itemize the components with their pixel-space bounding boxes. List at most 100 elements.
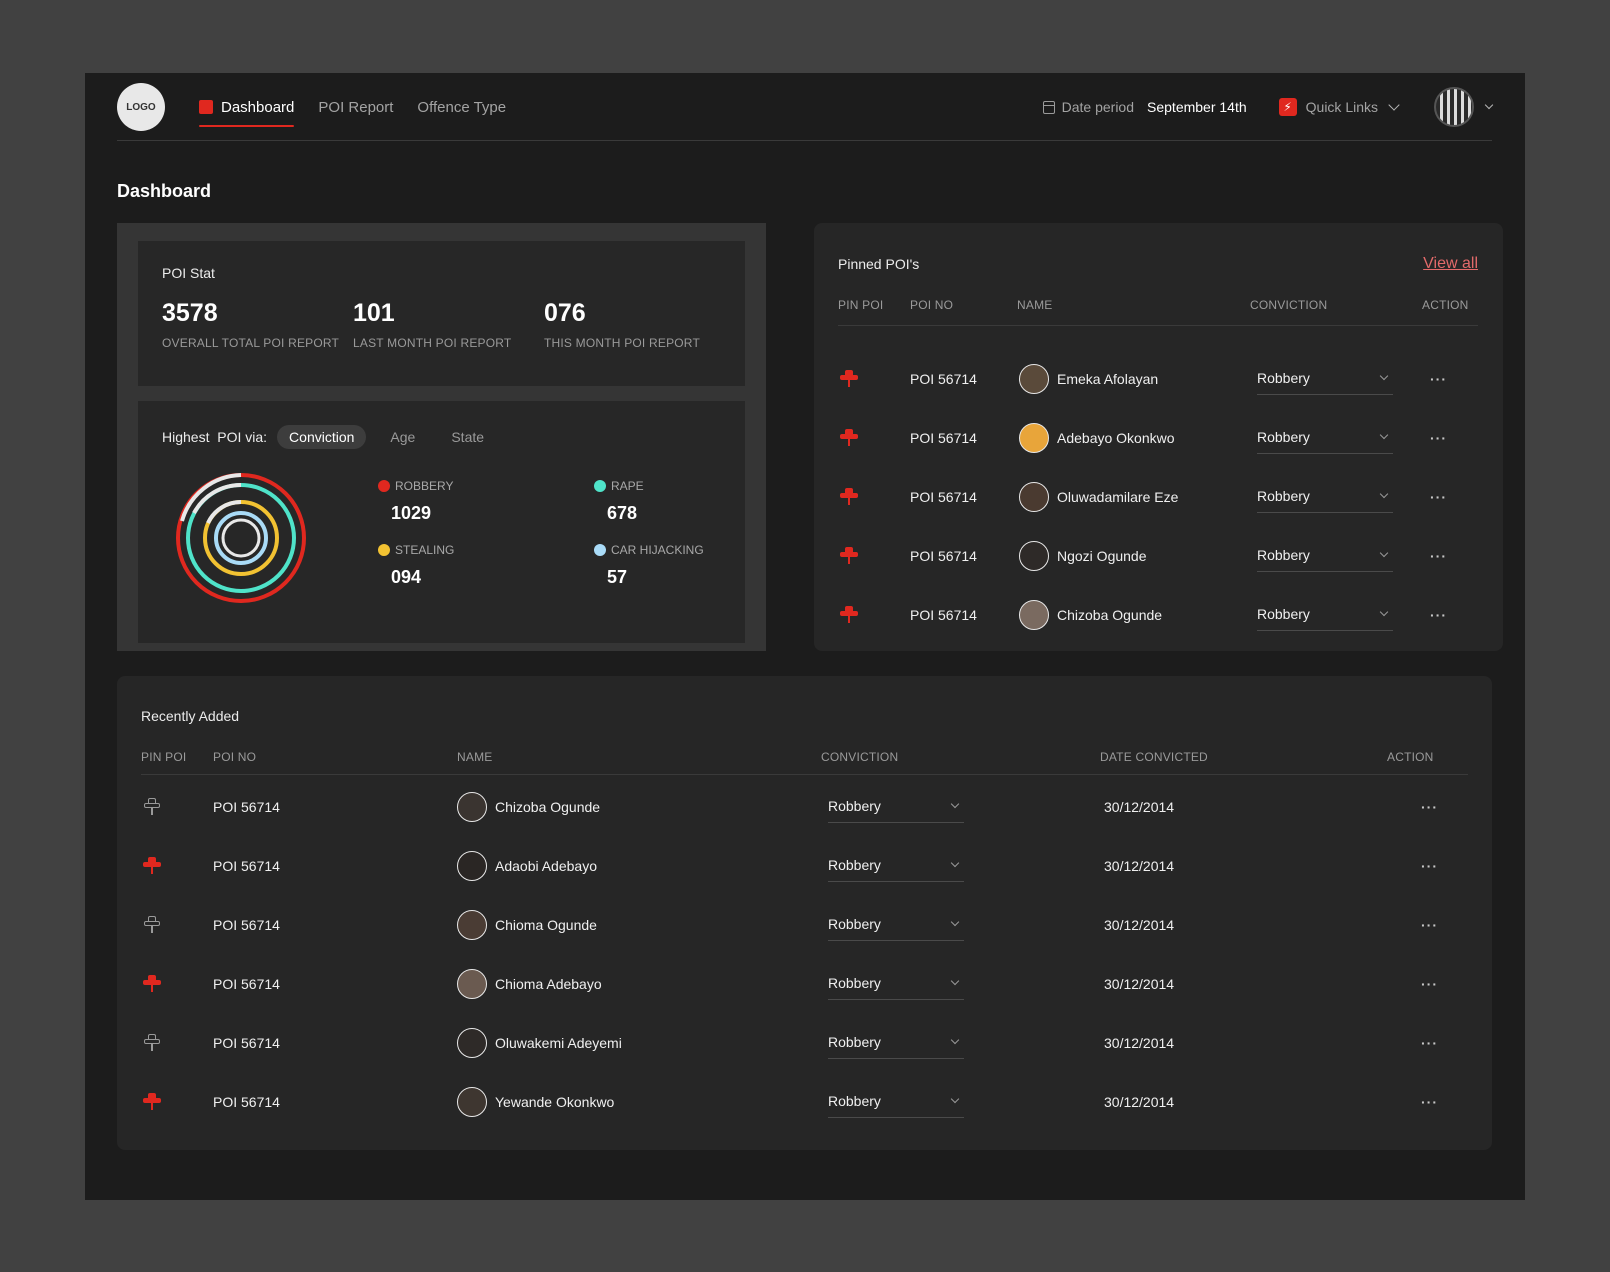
date-cell: 30/12/2014 xyxy=(1104,1093,1175,1110)
poi-name: Chioma Ogunde xyxy=(495,916,597,933)
page-title: Dashboard xyxy=(117,181,212,201)
date-period-label: Date period xyxy=(1061,99,1135,115)
filter-age[interactable]: Age xyxy=(390,429,416,445)
user-avatar[interactable] xyxy=(1434,87,1474,127)
more-icon[interactable]: ··· xyxy=(1421,916,1438,933)
table-row: POI 56714 Yewande Okonkwo Robbery 30/12/201… xyxy=(117,1072,1492,1131)
conviction-cell: Robbery xyxy=(828,1013,964,1072)
highest-poi-card: Highest POI via: Conviction Age State RO… xyxy=(138,401,745,643)
name-cell: Chizoba Ogunde xyxy=(457,777,600,836)
date-period-value[interactable]: September 14th xyxy=(1147,99,1247,115)
pinned-poi-panel: Pinned POI's View all PIN POI POI NO NAM… xyxy=(814,223,1503,651)
center-ring xyxy=(221,518,261,558)
more-icon[interactable]: ··· xyxy=(1430,547,1447,564)
pin-cell xyxy=(143,836,161,895)
chevron-down-icon xyxy=(1379,371,1389,380)
more-icon[interactable]: ··· xyxy=(1421,857,1438,874)
nav-dashboard-label: Dashboard xyxy=(221,98,295,116)
pinned-icon[interactable] xyxy=(143,856,161,875)
pin-cell xyxy=(840,467,858,526)
col-action: ACTION xyxy=(1422,298,1469,312)
chevron-down-icon[interactable] xyxy=(1388,98,1400,111)
quick-links-button[interactable]: Quick Links xyxy=(1305,99,1378,115)
more-icon[interactable]: ··· xyxy=(1430,606,1447,623)
avatar xyxy=(457,968,487,999)
filter-conviction[interactable]: Conviction xyxy=(277,425,367,449)
nav-dashboard[interactable]: Dashboard xyxy=(199,73,295,141)
pin-icon[interactable] xyxy=(143,797,161,816)
more-icon[interactable]: ··· xyxy=(1421,1034,1438,1051)
avatar xyxy=(1019,422,1049,453)
pinned-icon[interactable] xyxy=(840,369,858,388)
more-icon[interactable]: ··· xyxy=(1421,1093,1438,1110)
name-cell: Chioma Adebayo xyxy=(457,954,602,1013)
chevron-down-icon[interactable] xyxy=(1484,100,1494,109)
avatar xyxy=(1019,599,1049,630)
pinned-icon[interactable] xyxy=(840,487,858,506)
action-cell: ··· xyxy=(1421,954,1438,1013)
pinned-icon[interactable] xyxy=(840,605,858,624)
poi-no-cell: POI 56714 xyxy=(213,1034,280,1051)
more-icon[interactable]: ··· xyxy=(1421,798,1438,815)
nav-poi-report[interactable]: POI Report xyxy=(318,73,393,141)
avatar xyxy=(457,1027,487,1058)
poi-name: Chizoba Ogunde xyxy=(495,798,601,815)
more-icon[interactable]: ··· xyxy=(1430,429,1447,446)
stealing-dot xyxy=(378,544,390,556)
conviction-select[interactable]: Robbery xyxy=(828,850,964,882)
conviction-select[interactable]: Robbery xyxy=(1257,540,1393,572)
view-all-link[interactable]: View all xyxy=(1423,255,1478,272)
conviction-cell: Robbery xyxy=(1257,526,1393,585)
date-cell: 30/12/2014 xyxy=(1104,916,1175,933)
stat-this-month: 076 THIS MONTH POI REPORT xyxy=(544,299,700,350)
more-icon[interactable]: ··· xyxy=(1430,488,1447,505)
legend-value: 57 xyxy=(607,567,628,587)
conviction-select[interactable]: Robbery xyxy=(828,1086,964,1118)
pin-icon[interactable] xyxy=(143,915,161,934)
col-conviction: CONVICTION xyxy=(821,750,899,764)
pinned-icon[interactable] xyxy=(143,974,161,993)
avatar xyxy=(1019,481,1049,512)
conviction-value: Robbery xyxy=(1257,429,1310,445)
conviction-select[interactable]: Robbery xyxy=(1257,422,1393,454)
pinned-icon[interactable] xyxy=(840,546,858,565)
conviction-select[interactable]: Robbery xyxy=(828,909,964,941)
pin-icon[interactable] xyxy=(143,1033,161,1052)
pinned-icon[interactable] xyxy=(143,1092,161,1111)
recently-added-panel: Recently Added PIN POI POI NO NAME CONVI… xyxy=(117,676,1492,1150)
legend-robbery: ROBBERY 1029 xyxy=(378,479,453,524)
pin-cell xyxy=(840,349,858,408)
col-name: NAME xyxy=(457,750,493,764)
rape-ring-gap xyxy=(192,482,242,514)
conviction-cell: Robbery xyxy=(1257,349,1393,408)
poi-name: Yewande Okonkwo xyxy=(495,1093,615,1110)
date-cell: 30/12/2014 xyxy=(1104,975,1175,992)
filter-state[interactable]: State xyxy=(451,429,485,445)
conviction-value: Robbery xyxy=(828,1034,881,1050)
conviction-select[interactable]: Robbery xyxy=(828,968,964,1000)
poi-name: Emeka Afolayan xyxy=(1057,370,1159,387)
more-icon[interactable]: ··· xyxy=(1430,370,1447,387)
poi-name: Chizoba Ogunde xyxy=(1057,606,1163,623)
top-bar: LOGO Dashboard POI Report Offence Type D… xyxy=(117,73,1494,141)
action-cell: ··· xyxy=(1430,585,1447,644)
legend-rape: RAPE 678 xyxy=(594,479,644,524)
conviction-select[interactable]: Robbery xyxy=(1257,363,1393,395)
nav-poi-report-label: POI Report xyxy=(318,98,394,116)
conviction-cell: Robbery xyxy=(828,1072,964,1131)
conviction-select[interactable]: Robbery xyxy=(828,791,964,823)
poi-no-cell: POI 56714 xyxy=(213,857,280,874)
avatar xyxy=(1019,540,1049,571)
table-row: POI 56714 Adebayo Okonkwo Robbery ··· xyxy=(814,408,1503,467)
conviction-select[interactable]: Robbery xyxy=(1257,599,1393,631)
conviction-select[interactable]: Robbery xyxy=(1257,481,1393,513)
avatar xyxy=(457,909,487,940)
pinned-icon[interactable] xyxy=(840,428,858,447)
legend-name: RAPE xyxy=(611,479,644,493)
more-icon[interactable]: ··· xyxy=(1421,975,1438,992)
conviction-value: Robbery xyxy=(1257,606,1310,622)
nav-offence-type[interactable]: Offence Type xyxy=(417,73,506,141)
poi-no-cell: POI 56714 xyxy=(910,488,977,505)
pin-cell xyxy=(840,408,858,467)
conviction-select[interactable]: Robbery xyxy=(828,1027,964,1059)
